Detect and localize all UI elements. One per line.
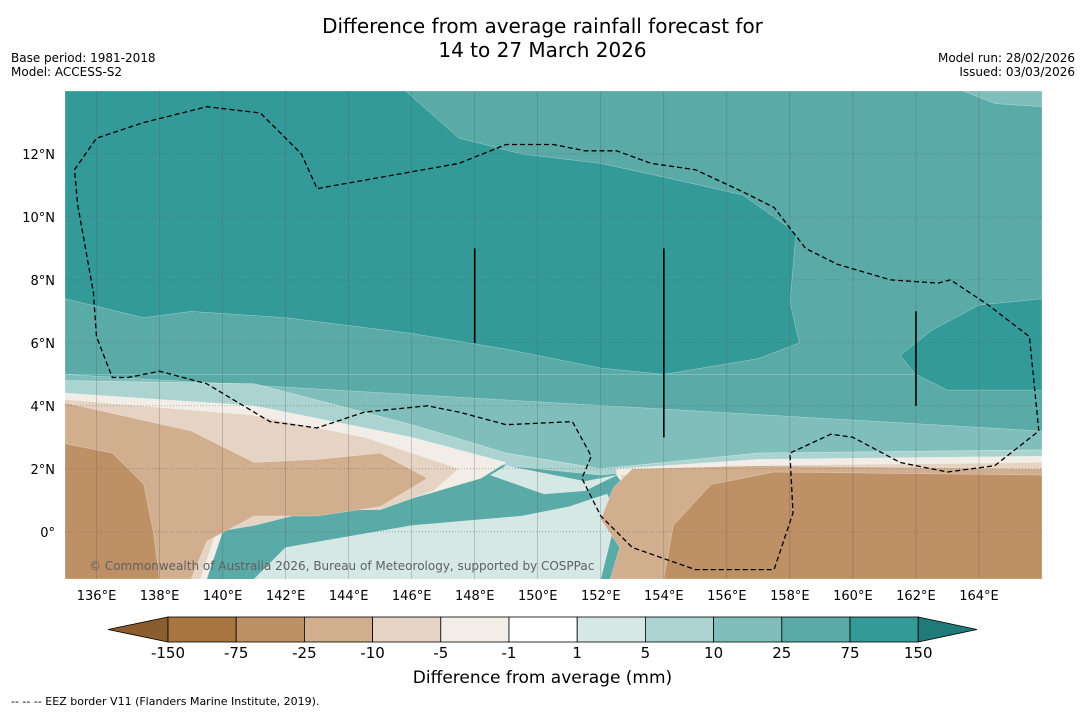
eez-footnote: -- -- -- EEZ border V11 (Flanders Marine… bbox=[11, 695, 320, 708]
colorbar-tick-label: 10 bbox=[704, 644, 723, 662]
x-tick-label: 162°E bbox=[896, 589, 936, 604]
colorbar-swatch-4 bbox=[440, 616, 510, 643]
contour-region-3 bbox=[65, 91, 800, 375]
plot-area bbox=[65, 91, 1042, 579]
x-tick-label: 158°E bbox=[770, 589, 810, 604]
contour-region-13 bbox=[65, 402, 428, 579]
colorbar-swatch-10 bbox=[849, 616, 919, 643]
y-tick-label: 0° bbox=[40, 526, 55, 541]
colorbar-tick-label: 5 bbox=[641, 644, 651, 662]
title-line-2: 14 to 27 March 2026 bbox=[438, 38, 647, 62]
copyright-text: © Commonwealth of Australia 2026, Bureau… bbox=[89, 559, 594, 573]
y-tick-label: 10°N bbox=[22, 211, 55, 226]
x-tick-label: 150°E bbox=[518, 589, 558, 604]
x-axis: 136°E 138°E 140°E 142°E 144°E 146°E 148°E 150°E… bbox=[77, 589, 999, 604]
colorbar: -150 -75 -25 -10 -5 -1 1 5 10 25 75 150 bbox=[107, 616, 978, 662]
contour-region-15 bbox=[65, 443, 160, 579]
y-tick-label: 12°N bbox=[22, 148, 55, 163]
colorbar-swatch-5 bbox=[508, 616, 578, 643]
base-period-label: Base period: 1981-2018 bbox=[11, 51, 156, 65]
colorbar-swatch-3 bbox=[372, 616, 442, 643]
colorbar-tick-label: -10 bbox=[360, 644, 385, 662]
title-line-1: Difference from average rainfall forecas… bbox=[322, 14, 763, 38]
colorbar-swatch-6 bbox=[576, 616, 646, 643]
x-tick-label: 138°E bbox=[140, 589, 180, 604]
colorbar-swatch-9 bbox=[781, 616, 851, 643]
x-tick-label: 156°E bbox=[707, 589, 747, 604]
x-tick-label: 146°E bbox=[392, 589, 432, 604]
eez-border bbox=[73, 106, 1040, 571]
issued-label: Issued: 03/03/2026 bbox=[959, 65, 1075, 79]
contour-region-8 bbox=[490, 465, 617, 495]
x-tick-label: 142°E bbox=[266, 589, 306, 604]
x-tick-label: 164°E bbox=[959, 589, 999, 604]
colorbar-tick-label: 1 bbox=[572, 644, 582, 662]
x-tick-label: 148°E bbox=[455, 589, 495, 604]
colorbar-label: Difference from average (mm) bbox=[412, 668, 673, 688]
colorbar-swatch-0 bbox=[167, 616, 237, 643]
model-run-label: Model run: 28/02/2026 bbox=[937, 51, 1075, 65]
contour-region-7 bbox=[253, 493, 617, 579]
x-tick-label: 160°E bbox=[833, 589, 873, 604]
colorbar-swatch-2 bbox=[303, 616, 373, 643]
colorbar-swatch-1 bbox=[235, 616, 305, 643]
colorbar-tick-label: -25 bbox=[292, 644, 317, 662]
meta-right: Model run: 28/02/2026 Issued: 03/03/2026 bbox=[938, 51, 1075, 79]
colorbar-tick-label: -1 bbox=[502, 644, 517, 662]
colorbar-tick-label: 25 bbox=[772, 644, 791, 662]
colorbar-tick-label: 150 bbox=[904, 644, 933, 662]
colorbar-tick-label: -5 bbox=[433, 644, 448, 662]
contour-region-1 bbox=[963, 91, 1042, 107]
meta-left: Base period: 1981-2018 Model: ACCESS-S2 bbox=[11, 51, 156, 79]
chart-title: Difference from average rainfall forecas… bbox=[0, 14, 1085, 62]
y-tick-label: 8°N bbox=[31, 274, 56, 289]
x-tick-label: 152°E bbox=[581, 589, 621, 604]
y-axis: 0° 2°N 4°N 6°N 8°N 10°N 12°N bbox=[22, 148, 55, 541]
x-tick-label: 144°E bbox=[329, 589, 369, 604]
y-tick-label: 6°N bbox=[31, 337, 56, 352]
colorbar-tick-label: -150 bbox=[151, 644, 185, 662]
colorbar-tick-label: 75 bbox=[840, 644, 859, 662]
model-label: Model: ACCESS-S2 bbox=[11, 65, 123, 79]
colorbar-extend-high bbox=[917, 616, 978, 643]
colorbar-swatch-7 bbox=[645, 616, 715, 643]
x-tick-label: 140°E bbox=[203, 589, 243, 604]
colorbar-swatch-8 bbox=[713, 616, 783, 643]
x-tick-label: 136°E bbox=[77, 589, 117, 604]
y-tick-label: 2°N bbox=[31, 463, 56, 478]
x-tick-label: 154°E bbox=[644, 589, 684, 604]
colorbar-tick-label: -75 bbox=[224, 644, 249, 662]
colorbar-extend-low bbox=[107, 616, 169, 643]
y-tick-label: 4°N bbox=[31, 400, 56, 415]
